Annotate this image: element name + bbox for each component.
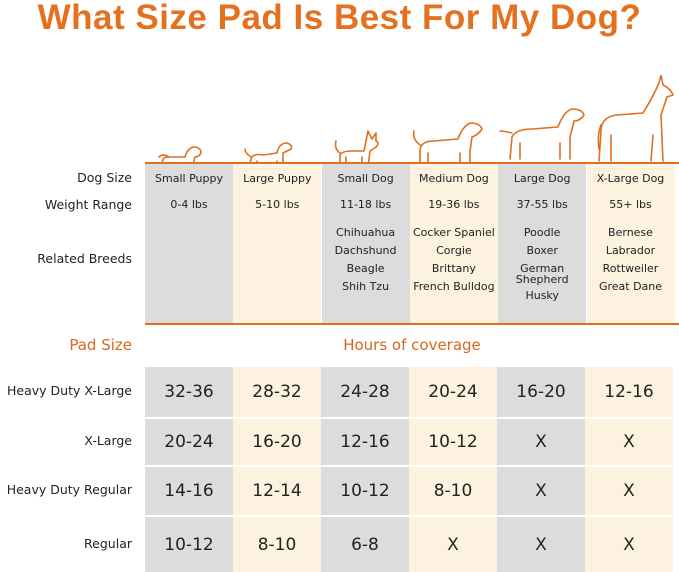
large-dog-icon [499, 108, 585, 160]
small-dog-icon [334, 130, 379, 163]
breed-item: Beagle [346, 262, 385, 275]
breed-item: Bernese [608, 226, 653, 239]
weight-value: 0-4 lbs [170, 198, 208, 211]
dog-size-value: Large Dog [513, 172, 571, 185]
page-title: What Size Pad Is Best For My Dog? [37, 0, 642, 37]
coverage-cell: X [585, 517, 673, 572]
coverage-cell: 16-20 [233, 419, 321, 465]
coverage-cell: 10-12 [145, 517, 233, 572]
coverage-cell: X [497, 467, 585, 515]
breed-list: Chihuahua Dachshund Beagle Shih Tzu [322, 224, 410, 296]
coverage-cell: 6-8 [321, 517, 409, 572]
coverage-header: Hours of coverage [343, 336, 481, 354]
breed-item: German Shepherd [515, 262, 569, 286]
column-small-dog: Small Dog 11-18 lbs Chihuahua Dachshund Beag… [321, 164, 410, 323]
column-x-large-dog: X-Large Dog 55+ lbs Bernese Labrador Rottwei… [586, 164, 675, 323]
coverage-cell: 10-12 [321, 467, 409, 515]
dog-size-label: Dog Size [77, 170, 132, 185]
coverage-cell: X [585, 419, 673, 465]
dog-size-value: Medium Dog [419, 172, 489, 185]
weight-value: 55+ lbs [609, 198, 652, 211]
pad-size-label: Regular [84, 535, 132, 551]
top-divider [145, 162, 679, 164]
breed-list: Cocker Spaniel Corgie Brittany French Bulld… [410, 224, 498, 296]
coverage-cell: 28-32 [233, 367, 321, 417]
coverage-cell: 8-10 [233, 517, 321, 572]
weight-value: 11-18 lbs [339, 198, 392, 211]
dog-size-value: Small Puppy [155, 172, 223, 185]
dog-size-value: Large Puppy [243, 172, 312, 185]
breed-item: Corgie [436, 244, 472, 257]
breed-item: Husky [525, 289, 559, 302]
dog-size-value: X-Large Dog [596, 172, 665, 185]
breed-item: Rottweiler [602, 262, 659, 275]
related-breeds-label: Related Breeds [37, 251, 132, 266]
bottom-divider [145, 323, 679, 325]
breed-item: Labrador [605, 244, 656, 257]
column-large-dog: Large Dog 37-55 lbs Poodle Boxer German Shep… [498, 164, 587, 323]
coverage-cell: X [497, 517, 585, 572]
coverage-cell: X [409, 517, 497, 572]
breed-item: Dachshund [334, 244, 397, 257]
column-medium-dog: Medium Dog 19-36 lbs Cocker Spaniel Corgie B… [409, 164, 498, 323]
large-puppy-icon [244, 142, 293, 163]
coverage-cell: 20-24 [409, 367, 497, 417]
small-puppy-icon [158, 146, 202, 163]
breed-item: Shih Tzu [342, 280, 390, 293]
pad-size-label: X-Large [84, 433, 132, 448]
coverage-cell: 12-14 [233, 467, 321, 515]
coverage-cell: 16-20 [497, 367, 585, 417]
breed-item: Cocker Spaniel [413, 226, 495, 239]
coverage-cell: 32-36 [145, 367, 233, 417]
coverage-cell: X [585, 467, 673, 515]
coverage-cell: 12-16 [321, 419, 409, 465]
breed-item: Brittany [431, 262, 476, 275]
column-large-puppy: Large Puppy 5-10 lbs [233, 164, 322, 323]
weight-range-label: Weight Range [44, 197, 132, 212]
medium-dog-icon [412, 122, 483, 163]
coverage-cell: 20-24 [145, 419, 233, 465]
breed-item: French Bulldog [413, 280, 495, 293]
breed-list: Poodle Boxer German Shepherd Husky [498, 224, 586, 305]
coverage-cell: 10-12 [409, 419, 497, 465]
breed-item: Boxer [526, 244, 558, 257]
coverage-cell: 24-28 [321, 367, 409, 417]
coverage-cell: 14-16 [145, 467, 233, 515]
pad-size-label: Heavy Duty Regular [6, 482, 132, 497]
breed-list: Bernese Labrador Rottweiler Great Dane [587, 224, 675, 296]
weight-value: 5-10 lbs [255, 198, 300, 211]
coverage-cell: X [497, 419, 585, 465]
pad-size-header: Pad Size [69, 336, 132, 354]
coverage-cell: 12-16 [585, 367, 673, 417]
coverage-cell: 8-10 [409, 467, 497, 515]
weight-value: 37-55 lbs [516, 198, 568, 211]
pad-size-label: Heavy Duty X-Large [7, 383, 132, 398]
breed-item: Chihuahua [336, 226, 396, 239]
dog-size-value: Small Dog [337, 172, 394, 185]
weight-value: 19-36 lbs [428, 198, 480, 211]
breed-item: Great Dane [598, 280, 663, 293]
column-small-puppy: Small Puppy 0-4 lbs [145, 164, 233, 323]
breed-item: Poodle [523, 226, 561, 239]
x-large-dog-icon [597, 75, 674, 162]
